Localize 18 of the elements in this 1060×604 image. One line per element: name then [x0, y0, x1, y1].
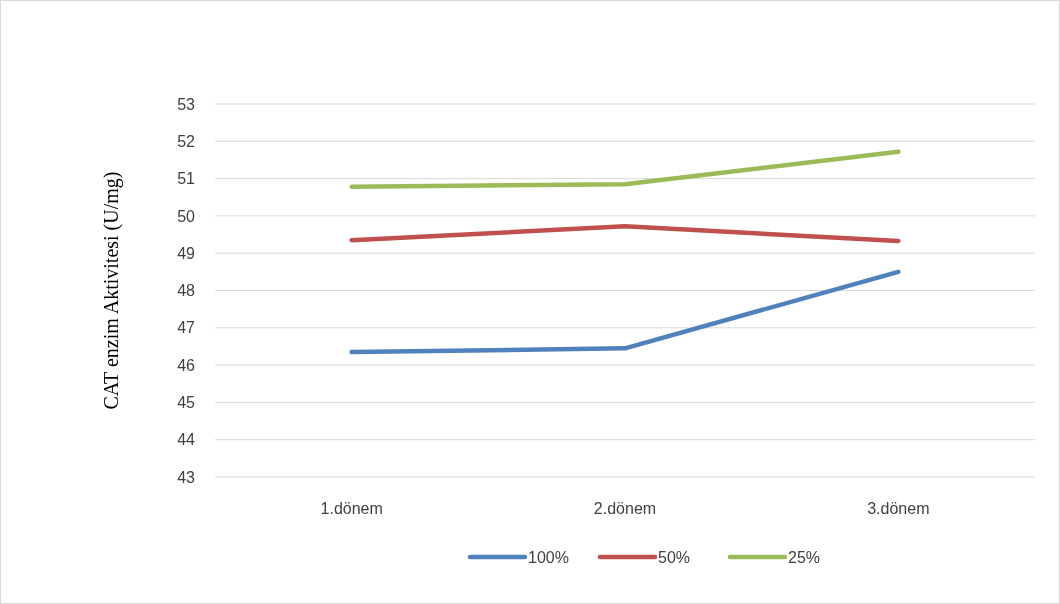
y-tick-label: 51: [177, 170, 196, 188]
y-tick-label: 53: [177, 95, 196, 113]
x-tick-label: 3.dönem: [867, 500, 930, 517]
legend-label: 25%: [788, 548, 821, 566]
x-tick-label: 1.dönem: [320, 500, 383, 517]
y-tick-label: 50: [177, 207, 196, 225]
y-tick-label: 52: [177, 132, 196, 150]
y-tick-label: 49: [177, 244, 196, 262]
y-tick-label: 44: [177, 431, 196, 449]
y-tick-label: 45: [177, 394, 196, 411]
x-tick-label: 2.dönem: [593, 500, 657, 517]
legend-label: 50%: [658, 548, 691, 566]
y-tick-label: 47: [177, 319, 196, 337]
y-axis-title: CAT enzim Aktivitesi (U/mg): [100, 171, 123, 410]
y-tick-label: 48: [177, 282, 196, 300]
y-tick-label: 46: [177, 356, 196, 374]
legend-label: 100%: [528, 548, 569, 566]
y-tick-label: 43: [177, 468, 196, 486]
